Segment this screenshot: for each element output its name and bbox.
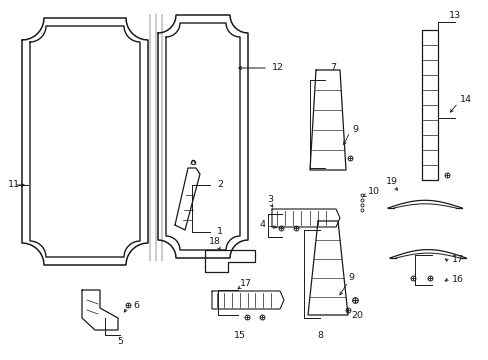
Text: 6: 6 [133,301,139,310]
Text: 17: 17 [240,279,251,288]
Text: 17: 17 [451,256,463,265]
Text: 1: 1 [217,228,223,237]
Text: 10: 10 [367,188,379,197]
Text: 11: 11 [8,180,20,189]
Text: 9: 9 [351,126,357,135]
Text: 16: 16 [451,275,463,284]
Text: 12: 12 [271,63,284,72]
Text: 20: 20 [350,311,362,320]
Text: 5: 5 [117,338,123,346]
Text: 7: 7 [329,63,335,72]
Text: 18: 18 [208,238,221,247]
Text: 14: 14 [459,95,471,104]
Text: 9: 9 [347,274,353,283]
Text: 19: 19 [385,177,397,186]
Text: 8: 8 [316,330,323,339]
Text: 4: 4 [260,220,265,230]
Text: 15: 15 [234,330,245,339]
Text: 13: 13 [448,10,460,19]
Text: 3: 3 [266,195,272,204]
Text: 2: 2 [217,180,223,189]
